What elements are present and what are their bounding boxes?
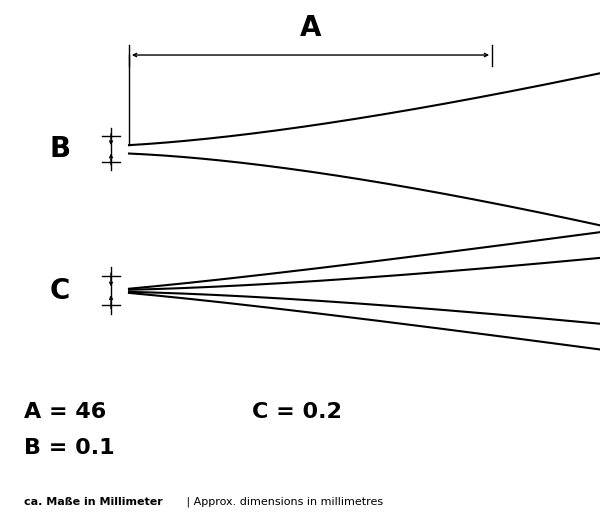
Text: ca. Maße in Millimeter: ca. Maße in Millimeter [24, 497, 163, 507]
Text: B: B [49, 135, 71, 163]
Text: C: C [50, 277, 70, 305]
Text: A: A [300, 14, 321, 42]
Text: | Approx. dimensions in millimetres: | Approx. dimensions in millimetres [183, 497, 383, 507]
Text: C = 0.2: C = 0.2 [252, 402, 342, 422]
Text: A = 46: A = 46 [24, 402, 106, 422]
Text: B = 0.1: B = 0.1 [24, 439, 115, 458]
